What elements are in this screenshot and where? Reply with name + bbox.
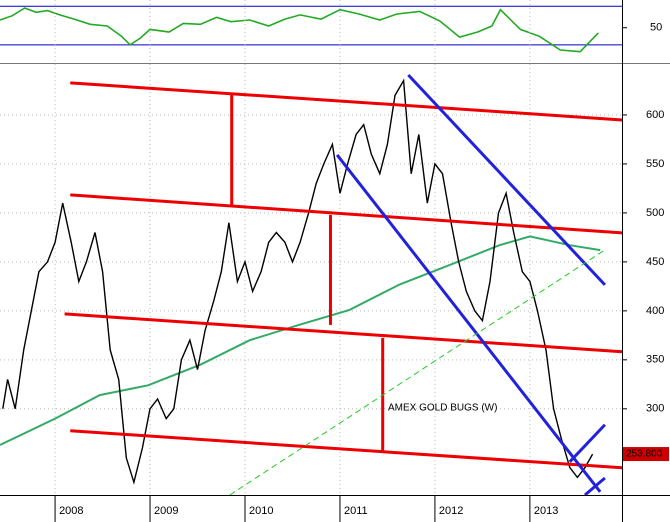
trend-line — [70, 193, 623, 235]
x-tick-label: 2013 — [534, 505, 558, 517]
y-tick-label: 300 — [646, 403, 664, 415]
y-tick-label: 50 — [650, 22, 662, 34]
indicator-line — [0, 7, 599, 53]
y-tick-label: 350 — [646, 354, 664, 366]
trend-line — [70, 429, 623, 470]
trend-line — [568, 423, 606, 463]
price-line — [2, 78, 594, 485]
trend-line — [229, 249, 606, 496]
x-tick-label: 2011 — [344, 505, 368, 517]
y-tick-label: 400 — [646, 305, 664, 317]
y-tick-label: 600 — [646, 109, 664, 121]
x-tick-label: 2010 — [249, 505, 273, 517]
trend-line — [70, 81, 623, 122]
last-price-box — [623, 447, 669, 462]
moving-average — [0, 235, 601, 446]
last-price-label: 253.800 — [626, 449, 663, 460]
x-tick-label: 2009 — [154, 505, 178, 517]
x-tick-label: 2012 — [439, 505, 463, 517]
y-tick-label: 500 — [646, 207, 664, 219]
trend-line — [583, 476, 606, 497]
x-tick-label: 2008 — [59, 505, 83, 517]
y-tick-label: 550 — [646, 158, 664, 170]
annotation: AMEX GOLD BUGS (W) — [388, 403, 497, 414]
y-tick-label: 450 — [646, 256, 664, 268]
trend-line — [335, 153, 602, 493]
trend-line — [64, 312, 623, 354]
trend-line — [407, 73, 607, 286]
